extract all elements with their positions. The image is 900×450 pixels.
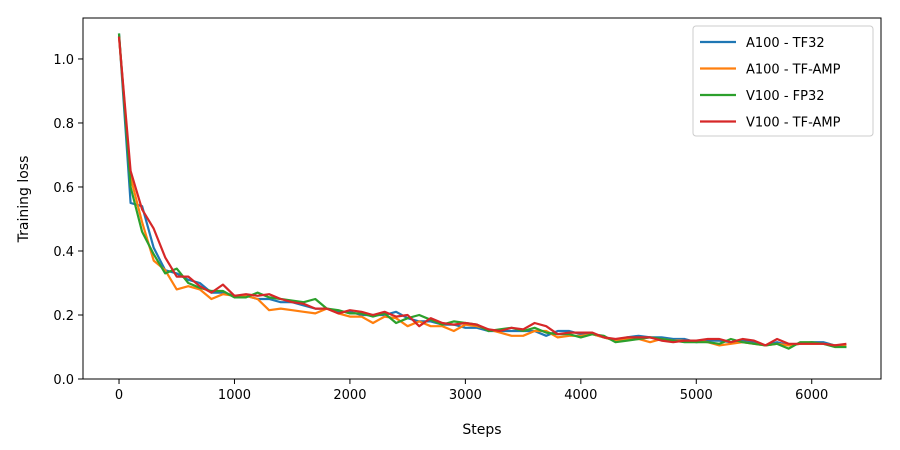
legend-box — [692, 25, 874, 137]
legend-label: A100 - TF-AMP — [746, 63, 841, 78]
series-lines — [117, 33, 847, 350]
x-tick-label: 3000 — [449, 388, 482, 403]
y-axis-ticks: 0.0 0.2 0.4 0.6 0.8 1.0 — [53, 53, 83, 388]
y-tick-label: 0.8 — [53, 117, 74, 132]
x-tick-label: 6000 — [795, 388, 828, 403]
y-axis-label: Training loss — [16, 156, 32, 244]
legend-item: A100 - TF32 — [700, 36, 825, 51]
legend-label: A100 - TF32 — [746, 36, 825, 51]
x-axis-label: Steps — [462, 422, 501, 438]
y-tick-label: 0.0 — [53, 373, 74, 388]
x-axis-ticks: 0 1000 2000 3000 4000 5000 6000 — [115, 379, 828, 403]
x-tick-label: 4000 — [564, 388, 597, 403]
series-line-v100-tf-amp — [117, 36, 847, 347]
y-tick-label: 0.4 — [53, 245, 74, 260]
legend: A100 - TF32 A100 - TF-AMP V100 - FP32 V100 … — [692, 25, 874, 137]
legend-item: V100 - FP32 — [700, 89, 825, 104]
x-tick-label: 1000 — [218, 388, 251, 403]
plot-frame — [82, 17, 882, 380]
y-tick-label: 1.0 — [53, 53, 74, 68]
legend-label: V100 - FP32 — [746, 89, 825, 104]
x-tick-label: 2000 — [333, 388, 366, 403]
x-tick-label: 5000 — [680, 388, 713, 403]
y-tick-label: 0.2 — [53, 309, 74, 324]
legend-item: V100 - TF-AMP — [700, 116, 841, 131]
x-tick-label: 0 — [115, 388, 123, 403]
legend-item: A100 - TF-AMP — [700, 63, 841, 78]
legend-label: V100 - TF-AMP — [746, 116, 841, 131]
y-tick-label: 0.6 — [53, 181, 74, 196]
